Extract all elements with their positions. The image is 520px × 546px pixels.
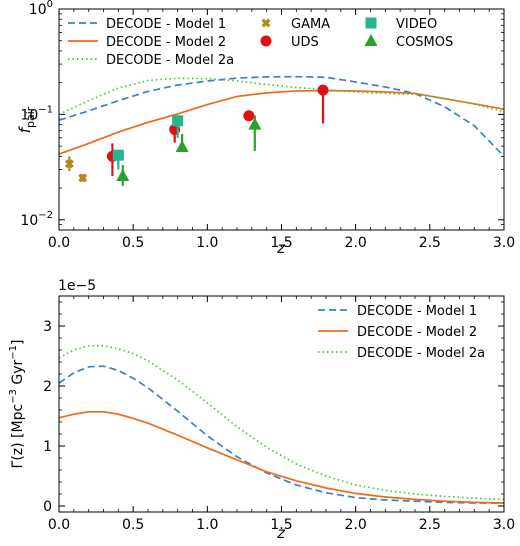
series-line-decode-model-2: [58, 410, 505, 504]
y-tick-label: 0: [43, 499, 52, 515]
plot-frame-top: [58, 8, 505, 231]
x-tick-label: 0.5: [122, 235, 144, 251]
y-tick-label: 2: [43, 379, 52, 395]
x-tick-label: 2.0: [345, 235, 367, 251]
y-axis-label-bottom-c: ]: [10, 340, 26, 345]
legend-label-video: VIDEO: [396, 17, 437, 32]
x-tick-label: 2.5: [419, 517, 441, 533]
merger-rate-panel: 0.0 0.5 1.0 1.5 2.0 2.5 3.0 0 1 2 3 1e−5 z Γ(z) […: [8, 278, 515, 542]
data-point-video: [172, 115, 184, 127]
y-tick-label: 10−2: [20, 210, 53, 229]
plot-area-top: [59, 9, 504, 230]
data-point-uds: [243, 110, 255, 122]
y-tick-label-base: 10: [29, 2, 47, 18]
legend-bottom: DECODE - Model 1 DECODE - Model 2 DECODE -…: [318, 304, 485, 361]
legend-label-decode-model-2: DECODE - Model 2: [357, 325, 477, 340]
legend-label-decode-model-1: DECODE - Model 1: [357, 304, 477, 319]
y-multiplier-label: 1e−5: [58, 278, 96, 294]
x-tick-label: 2.5: [419, 235, 441, 251]
y-tick-label-exp: −1: [38, 104, 53, 115]
y-tick-label: 100: [29, 0, 53, 18]
x-tick-label: 1.0: [196, 235, 218, 251]
y-axis-label-top-sub: pair: [24, 106, 37, 128]
y-axis-label-top: fpair: [16, 106, 37, 133]
legend-label-decode-model-2: DECODE - Model 2: [106, 35, 226, 50]
legend-marker-uds: [260, 35, 272, 47]
x-tick-label: 1.0: [196, 517, 218, 533]
y-tick-label-base: 10: [20, 213, 38, 229]
x-axis-label-bottom: z: [276, 524, 286, 542]
data-point-cosmos: [116, 169, 130, 182]
y-tick-label: 1: [43, 439, 52, 455]
data-point-uds: [317, 84, 329, 96]
x-tick-label: 2.0: [345, 517, 367, 533]
y-axis-label-bottom: Γ(z) [Mpc−3 Gyr−1]: [8, 340, 26, 469]
legend-label-decode-model-2a: DECODE - Model 2a: [357, 346, 485, 361]
data-point-gama: [64, 159, 74, 169]
x-tick-label: 0.5: [122, 517, 144, 533]
plot-frame-bottom: [58, 295, 505, 513]
series-line-decode-model-1: [58, 75, 505, 157]
x-axis-label-top: z: [276, 239, 286, 257]
y-tick-label: 3: [43, 319, 52, 335]
x-tick-label: 0.0: [48, 235, 70, 251]
data-point-cosmos: [248, 117, 262, 130]
y-tick-label: 10−1: [20, 104, 53, 123]
series-line-decode-model-1: [58, 365, 504, 504]
data-point-gama: [78, 173, 88, 183]
y-axis-label-top-main: f: [16, 125, 34, 133]
legend-label-uds: UDS: [291, 35, 319, 50]
x-tick-label: 3.0: [493, 235, 515, 251]
legend-label-cosmos: COSMOS: [396, 35, 453, 50]
y-axis-label-bottom-exp2: −1: [8, 345, 19, 360]
legend-label-gama: GAMA: [291, 17, 330, 32]
y-axis-label-bottom-a: Γ(z) [Mpc: [10, 404, 26, 469]
series-line-decode-model-2a: [58, 77, 505, 116]
x-tick-label: 1.5: [270, 517, 292, 533]
y-tick-label-exp: 0: [47, 0, 53, 10]
y-tick-label-base: 10: [20, 107, 38, 123]
x-tick-label: 0.0: [48, 517, 70, 533]
y-axis-label-bottom-b: Gyr: [10, 359, 26, 389]
x-tick-label: 1.5: [270, 235, 292, 251]
y-axis-label-bottom-exp1: −3: [8, 389, 19, 404]
x-tick-label: 3.0: [493, 517, 515, 533]
data-point-video: [112, 149, 124, 161]
y-tick-label-exp: −2: [38, 210, 53, 221]
legend-label-decode-model-2a: DECODE - Model 2a: [106, 53, 234, 68]
legend-label-decode-model-1: DECODE - Model 1: [106, 17, 226, 32]
legend-marker-cosmos: [364, 34, 378, 46]
data-point-cosmos: [175, 140, 189, 153]
legend-top: DECODE - Model 1 DECODE - Model 2 DECODE -…: [68, 17, 453, 68]
legend-marker-gama: [261, 18, 271, 28]
legend-marker-video: [365, 17, 377, 29]
